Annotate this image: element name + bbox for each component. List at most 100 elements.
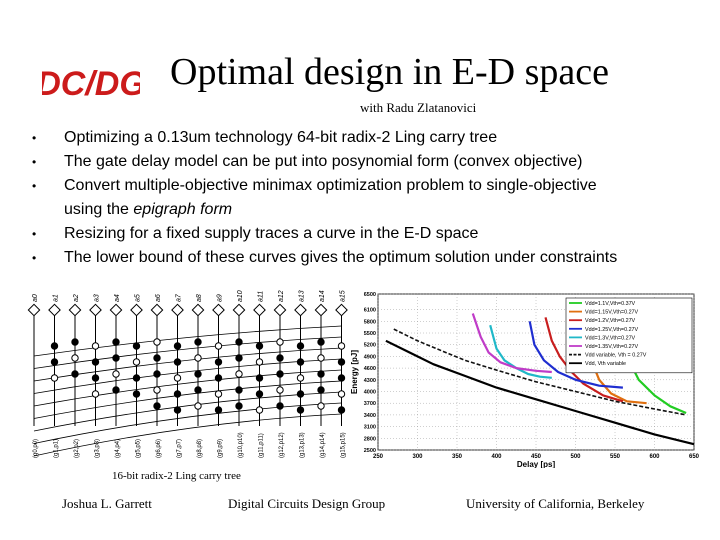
- tree-top-label: a6: [155, 294, 162, 302]
- tree-bottom-label: (g15,p15): [341, 432, 347, 458]
- tree-bottom-label: (g1,p1): [54, 439, 60, 458]
- tree-node: [194, 402, 202, 410]
- bullet-item: • Convert multiple-objective minimax opti…: [30, 174, 710, 222]
- tree-node: [153, 402, 161, 410]
- x-tick-label: 550: [610, 454, 621, 460]
- tree-node: [153, 354, 161, 362]
- tree-node: [112, 338, 120, 346]
- tree-node: [50, 342, 59, 350]
- tree-node: [296, 406, 305, 414]
- y-tick-label: 3700: [364, 401, 376, 407]
- epigraph-term: epigraph form: [133, 201, 233, 218]
- tree-node: [71, 370, 79, 378]
- tree-top-label: a2: [73, 294, 80, 302]
- tree-node: [173, 358, 182, 366]
- tree-node: [235, 338, 243, 346]
- tree-node: [255, 358, 264, 366]
- tree-bottom-label: (g0,p0): [33, 439, 39, 458]
- tree-node: [337, 374, 346, 382]
- tree-node: [235, 386, 243, 394]
- tree-node: [50, 358, 59, 366]
- tree-node: [91, 374, 100, 382]
- tree-node: [337, 390, 346, 398]
- tree-top-label: a4: [114, 294, 121, 302]
- x-tick-label: 350: [452, 454, 463, 460]
- input-diamond: [294, 303, 307, 317]
- tree-top-label: a5: [135, 294, 142, 302]
- tree-bottom-label: (g6,p6): [156, 439, 162, 458]
- tree-caption: 16-bit radix-2 Ling carry tree: [112, 470, 241, 482]
- tree-bottom-label: (g10,p10): [238, 432, 244, 458]
- tree-top-label: a11: [258, 291, 265, 302]
- tree-fan-line: [33, 369, 342, 407]
- x-tick-label: 300: [412, 454, 423, 460]
- tree-node: [337, 406, 346, 414]
- bullet-item: • Optimizing a 0.13um technology 64-bit r…: [30, 126, 710, 150]
- input-diamond: [150, 303, 164, 317]
- input-diamond: [48, 303, 61, 317]
- tree-node: [153, 370, 161, 378]
- input-diamond: [232, 303, 246, 317]
- y-tick-label: 4300: [364, 378, 376, 384]
- tree-top-label: a1: [53, 294, 60, 302]
- tree-node: [276, 338, 284, 346]
- tree-node: [214, 358, 223, 366]
- footer-group: Digital Circuits Design Group: [228, 496, 386, 511]
- legend-label: Vdd=1.3V,Vth=0.27V: [585, 335, 636, 341]
- tree-top-label: a3: [94, 294, 101, 302]
- input-diamond: [109, 303, 123, 317]
- legend-label: Vdd=1.1V,Vth=0.37V: [585, 301, 636, 307]
- input-diamond: [171, 303, 184, 317]
- legend-label: Vdd=1.35V,Vth=0.27V: [585, 344, 639, 350]
- series-line: [385, 339, 695, 446]
- series-line: [528, 321, 623, 389]
- input-diamond: [27, 303, 41, 317]
- footer-university: University of California, Berkeley: [466, 496, 645, 511]
- tree-node: [194, 370, 202, 378]
- tree-bottom-label: (g3,p3): [95, 439, 101, 458]
- tree-node: [317, 338, 325, 346]
- tree-node: [214, 374, 223, 382]
- slide-subtitle: with Radu Zlatanovici: [360, 100, 477, 115]
- tree-bottom-label: (g13,p13): [300, 432, 306, 458]
- tree-bottom-label: (g5,p5): [136, 439, 142, 458]
- tree-node: [235, 370, 243, 378]
- tree-node: [255, 374, 264, 382]
- y-tick-label: 2500: [364, 448, 376, 454]
- tree-top-label: a10: [237, 290, 244, 302]
- footer-author: Joshua L. Garrett: [62, 496, 152, 511]
- x-tick-label: 650: [689, 454, 700, 460]
- tree-node: [276, 354, 284, 362]
- tree-node: [132, 358, 141, 366]
- input-diamond: [89, 303, 102, 317]
- bullet-dot: •: [32, 155, 37, 169]
- tree-fan-line: [33, 336, 342, 369]
- tree-bottom-label: (g7,p7): [177, 439, 183, 458]
- series-line: [393, 328, 687, 416]
- tree-bottom-label: (g2,p2): [74, 439, 80, 458]
- x-tick-label: 450: [531, 454, 542, 460]
- tree-node: [91, 358, 100, 366]
- tree-node: [276, 402, 284, 410]
- legend-label: Vdd variable, Vth = 0.27V: [585, 353, 647, 359]
- tree-node: [112, 386, 120, 394]
- tree-node: [337, 358, 346, 366]
- legend-label: Vdd=1.2V,Vth=0.27V: [585, 318, 636, 324]
- tree-bottom-label: (g8,p8): [197, 439, 203, 458]
- y-tick-label: 6100: [364, 308, 376, 314]
- tree-node: [153, 338, 161, 346]
- x-tick-label: 600: [649, 454, 660, 460]
- y-tick-label: 3100: [364, 425, 376, 431]
- legend-label: Vdd=1.25V,Vth=0.27V: [585, 327, 639, 333]
- tree-node: [153, 386, 161, 394]
- y-tick-label: 5200: [364, 343, 376, 349]
- logo-text: DC/DG: [42, 65, 140, 103]
- tree-node: [235, 402, 243, 410]
- tree-top-label: a9: [217, 294, 224, 302]
- y-tick-label: 4000: [364, 390, 376, 396]
- y-tick-label: 3400: [364, 413, 376, 419]
- legend-label: Vdd=1.15V,Vth=0.27V: [585, 310, 639, 316]
- tree-fan-line: [33, 380, 342, 419]
- input-diamond: [314, 303, 328, 317]
- tree-top-label: a8: [196, 294, 203, 302]
